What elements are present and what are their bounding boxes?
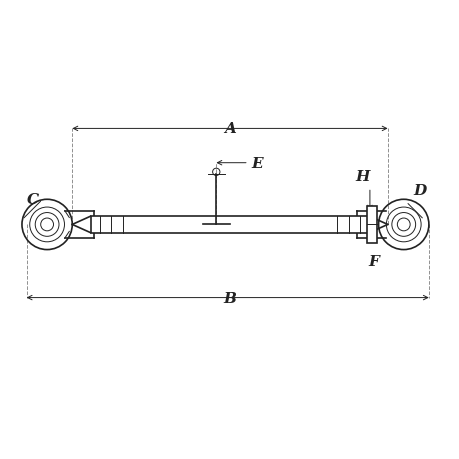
- Text: B: B: [223, 291, 236, 305]
- Text: D: D: [412, 184, 425, 198]
- Text: C: C: [27, 193, 39, 207]
- Text: E: E: [251, 157, 263, 170]
- Text: F: F: [368, 254, 379, 269]
- Text: H: H: [355, 170, 369, 184]
- Bar: [366, 207, 376, 243]
- Text: A: A: [224, 122, 235, 136]
- Bar: [90, 217, 369, 233]
